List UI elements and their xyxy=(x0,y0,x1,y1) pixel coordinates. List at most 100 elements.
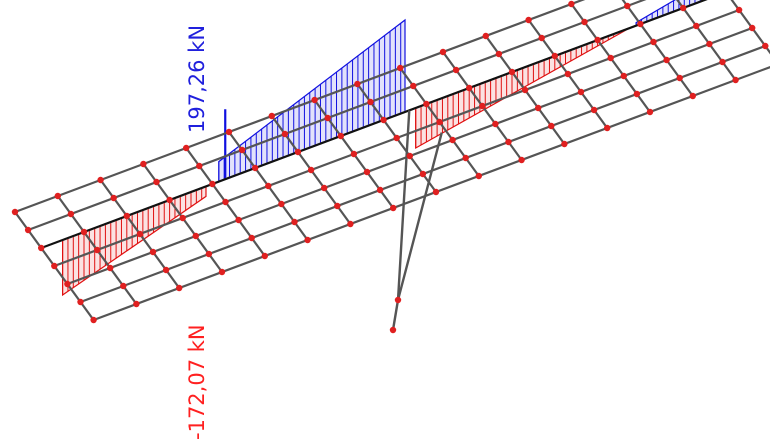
mesh-node xyxy=(732,76,739,84)
mesh-node xyxy=(393,134,400,142)
mesh-node xyxy=(492,120,499,128)
mesh-node xyxy=(90,316,97,324)
mesh-node xyxy=(577,88,585,96)
mesh-node xyxy=(205,250,213,258)
mesh-node xyxy=(64,280,71,288)
mesh-node xyxy=(436,118,443,126)
mesh-node xyxy=(719,58,726,66)
mesh-node xyxy=(452,66,460,74)
mesh-node xyxy=(248,234,255,242)
mesh-node xyxy=(535,104,542,112)
mesh-node xyxy=(633,90,641,98)
column-node xyxy=(389,326,397,334)
mesh-node xyxy=(162,266,170,274)
mesh-node xyxy=(149,248,157,256)
mesh-node xyxy=(291,218,298,226)
mesh-node xyxy=(337,132,344,140)
mesh-node xyxy=(475,172,482,180)
mesh-node xyxy=(153,178,160,186)
mesh-node xyxy=(304,236,311,244)
mesh-node xyxy=(508,68,516,76)
max-shear-label: 197,26 kN xyxy=(185,25,209,133)
mesh-node xyxy=(321,184,328,192)
mesh-node xyxy=(238,146,246,154)
mesh-node xyxy=(735,6,743,14)
mesh-node xyxy=(521,86,529,94)
mesh-node xyxy=(397,64,404,72)
mesh-node xyxy=(77,298,84,306)
mesh-node xyxy=(265,182,272,190)
mesh-node xyxy=(311,96,318,104)
mesh-node xyxy=(354,80,361,88)
mesh-node xyxy=(140,160,147,168)
mesh-node xyxy=(749,24,756,32)
mesh-node xyxy=(604,124,611,132)
mesh-node xyxy=(110,194,117,202)
mesh-node xyxy=(439,48,447,56)
mesh-node xyxy=(222,198,229,206)
min-shear-label: -172,07 kN xyxy=(185,324,209,440)
mesh-node xyxy=(54,192,61,200)
mesh-node xyxy=(607,54,614,62)
mesh-node xyxy=(466,84,473,92)
mesh-node xyxy=(624,2,631,10)
mesh-node xyxy=(80,228,88,236)
mesh-node xyxy=(693,22,700,30)
mesh-node xyxy=(136,230,144,238)
mesh-node xyxy=(762,42,769,50)
mesh-node xyxy=(482,32,489,40)
column-stem xyxy=(391,299,400,331)
mesh-node xyxy=(561,140,568,148)
mesh-node xyxy=(706,40,713,48)
mesh-node xyxy=(646,108,654,116)
mesh-node xyxy=(406,152,413,160)
mesh-node xyxy=(347,220,354,228)
mesh-node xyxy=(390,204,397,212)
mesh-node xyxy=(525,16,532,24)
mesh-node xyxy=(449,136,456,144)
mesh-node xyxy=(123,212,130,220)
mesh-node xyxy=(548,122,555,130)
mesh-node xyxy=(252,164,259,172)
mesh-node xyxy=(564,70,572,78)
mesh-node xyxy=(410,82,417,90)
mesh-node xyxy=(166,196,173,204)
mesh-node xyxy=(24,226,32,234)
mesh-node xyxy=(93,246,101,254)
mesh-node xyxy=(307,166,315,174)
mesh-node xyxy=(235,216,242,224)
mesh-node xyxy=(38,244,45,252)
mesh-node xyxy=(568,0,575,8)
mesh-node xyxy=(581,18,588,26)
mesh-node xyxy=(376,186,384,194)
mesh-node xyxy=(67,210,75,218)
mesh-node xyxy=(324,114,331,122)
mesh-node xyxy=(192,232,199,240)
mesh-node xyxy=(676,74,683,82)
mesh-node xyxy=(209,180,216,188)
grid-line xyxy=(730,0,770,55)
mesh-node xyxy=(551,52,558,60)
mesh-node xyxy=(495,50,503,58)
mesh-node xyxy=(133,300,140,308)
mesh-node xyxy=(479,102,486,110)
mesh-node xyxy=(268,112,275,120)
mesh-node xyxy=(367,98,374,106)
mesh-node xyxy=(518,156,525,164)
mesh-nodes xyxy=(11,0,769,334)
mesh-node xyxy=(218,268,226,276)
mesh-node xyxy=(179,214,186,222)
mesh-node xyxy=(334,202,341,210)
mesh-node xyxy=(380,116,387,124)
mesh-node xyxy=(363,168,371,176)
mesh-node xyxy=(11,208,19,216)
mesh-node xyxy=(620,72,627,80)
mesh-node xyxy=(120,282,127,290)
mesh-node xyxy=(432,188,440,196)
mesh-node xyxy=(538,34,545,42)
mesh-node xyxy=(196,162,203,170)
mesh-node xyxy=(590,106,598,114)
mesh-node xyxy=(281,130,289,138)
mesh-node xyxy=(176,284,183,292)
